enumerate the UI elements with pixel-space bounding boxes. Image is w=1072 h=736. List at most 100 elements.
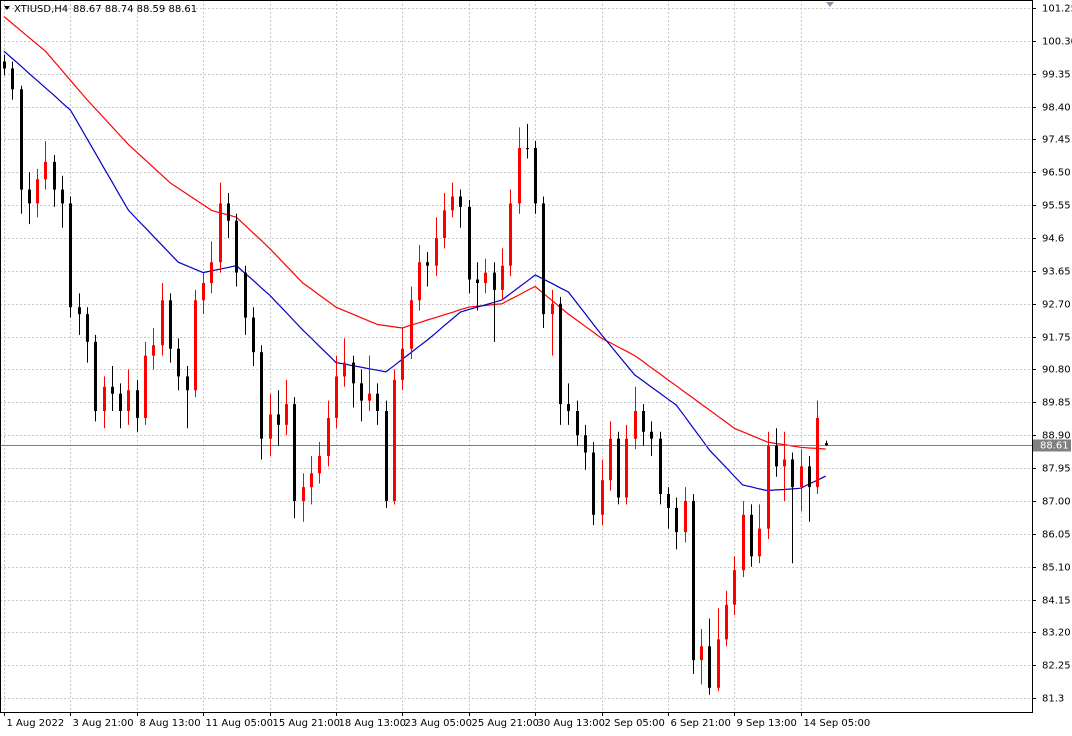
candle-body bbox=[625, 438, 628, 498]
candle-body bbox=[86, 314, 89, 342]
candle-body bbox=[260, 352, 263, 439]
x-tick-label: 15 Aug 21:00 bbox=[273, 718, 340, 729]
bid-label-box bbox=[1033, 439, 1071, 452]
candle-body bbox=[368, 393, 371, 401]
candle-body bbox=[252, 317, 255, 353]
y-tick-label: 94.6 bbox=[1042, 234, 1064, 245]
y-tick-label: 99.35 bbox=[1042, 70, 1071, 81]
y-tick-label: 82.25 bbox=[1042, 661, 1071, 672]
candle-body bbox=[459, 196, 462, 207]
x-tick-label: 9 Sep 13:00 bbox=[737, 718, 797, 729]
y-tick-label: 86.05 bbox=[1042, 530, 1071, 541]
candle-body bbox=[708, 646, 711, 688]
moving-average bbox=[3, 16, 826, 450]
y-tick-label: 100.30 bbox=[1042, 37, 1072, 48]
candle-body bbox=[501, 265, 504, 290]
candle-body bbox=[551, 303, 554, 315]
candle-body bbox=[800, 466, 803, 488]
candle-body bbox=[360, 383, 363, 401]
y-tick-label: 88.90 bbox=[1042, 431, 1071, 442]
y-tick-label: 87.00 bbox=[1042, 497, 1071, 508]
symbol-title: XTIUSD,H4 bbox=[14, 4, 68, 15]
candle-body bbox=[293, 404, 296, 501]
y-tick-label: 84.15 bbox=[1042, 596, 1071, 607]
candle-body bbox=[202, 283, 205, 301]
candle-body bbox=[235, 220, 238, 273]
candle-body bbox=[61, 189, 64, 204]
candle-body bbox=[559, 303, 562, 405]
header-high: 88.74 bbox=[105, 4, 134, 15]
candle-body bbox=[468, 206, 471, 280]
candle-body bbox=[750, 514, 753, 557]
candle-body bbox=[667, 494, 670, 508]
header-low: 88.59 bbox=[137, 4, 166, 15]
candle-body bbox=[584, 435, 587, 453]
candle-body bbox=[177, 348, 180, 377]
candles bbox=[3, 54, 828, 695]
candle-body bbox=[144, 355, 147, 418]
candle-body bbox=[269, 414, 272, 439]
candle-body bbox=[767, 445, 770, 529]
candle-body bbox=[601, 480, 604, 515]
candle-body bbox=[592, 452, 595, 515]
candle-body bbox=[244, 272, 247, 318]
x-tick-label: 1 Aug 2022 bbox=[7, 718, 65, 729]
candle-body bbox=[343, 362, 346, 377]
candle-body bbox=[717, 639, 720, 688]
candle-body bbox=[634, 411, 637, 439]
candle-body bbox=[393, 379, 396, 501]
candle-body bbox=[700, 646, 703, 661]
candle-body bbox=[53, 161, 56, 190]
y-tick-label: 101.25 bbox=[1042, 4, 1072, 15]
candle-body bbox=[327, 417, 330, 456]
candle-body bbox=[78, 307, 81, 315]
candle-body bbox=[484, 272, 487, 284]
candle-body bbox=[285, 404, 288, 425]
candle-body bbox=[567, 404, 570, 412]
grid bbox=[0, 0, 1032, 712]
candle-body bbox=[576, 411, 579, 436]
candle-body bbox=[136, 390, 139, 418]
candle-body bbox=[376, 393, 379, 412]
candle-body bbox=[20, 89, 23, 190]
candle-body bbox=[758, 528, 761, 557]
candle-body bbox=[733, 570, 736, 605]
candle-body bbox=[476, 279, 479, 284]
y-tick-label: 96.50 bbox=[1042, 168, 1071, 179]
candle-body bbox=[28, 189, 31, 204]
candle-body bbox=[44, 161, 47, 180]
x-tick-label: 14 Sep 05:00 bbox=[804, 718, 871, 729]
candle-body bbox=[169, 300, 172, 349]
indicators bbox=[0, 16, 1032, 492]
candle-body bbox=[119, 393, 122, 412]
y-tick-label: 85.10 bbox=[1042, 563, 1071, 574]
candle-body bbox=[493, 272, 496, 290]
y-tick-label: 87.95 bbox=[1042, 464, 1071, 475]
candle-body bbox=[526, 148, 529, 150]
y-tick-label: 98.40 bbox=[1042, 103, 1071, 114]
moving-average bbox=[3, 50, 826, 492]
candle-body bbox=[534, 148, 537, 204]
candle-body bbox=[742, 514, 745, 571]
candle-body bbox=[227, 203, 230, 221]
x-tick-label: 30 Aug 13:00 bbox=[538, 718, 605, 729]
candle-body bbox=[435, 238, 438, 266]
y-tick-label: 83.20 bbox=[1042, 628, 1071, 639]
candle-body bbox=[816, 417, 819, 488]
candle-body bbox=[418, 262, 421, 301]
candle-body bbox=[310, 473, 313, 488]
candle-body bbox=[684, 500, 687, 533]
candle-body bbox=[783, 459, 786, 467]
candle-body bbox=[659, 438, 662, 495]
y-tick-label: 91.75 bbox=[1042, 333, 1071, 344]
candle-body bbox=[186, 376, 189, 391]
candle-body bbox=[675, 507, 678, 533]
candle-body bbox=[808, 466, 811, 488]
bid-label: 88.61 bbox=[1040, 441, 1069, 452]
y-tick-label: 97.45 bbox=[1042, 135, 1071, 146]
shift-marker bbox=[826, 2, 834, 7]
candle-body bbox=[36, 179, 39, 204]
axes: 101.25 100.30 99.35 98.40 97.45 96.50 95.55 94.… bbox=[4, 4, 1072, 729]
candle-body bbox=[194, 300, 197, 391]
